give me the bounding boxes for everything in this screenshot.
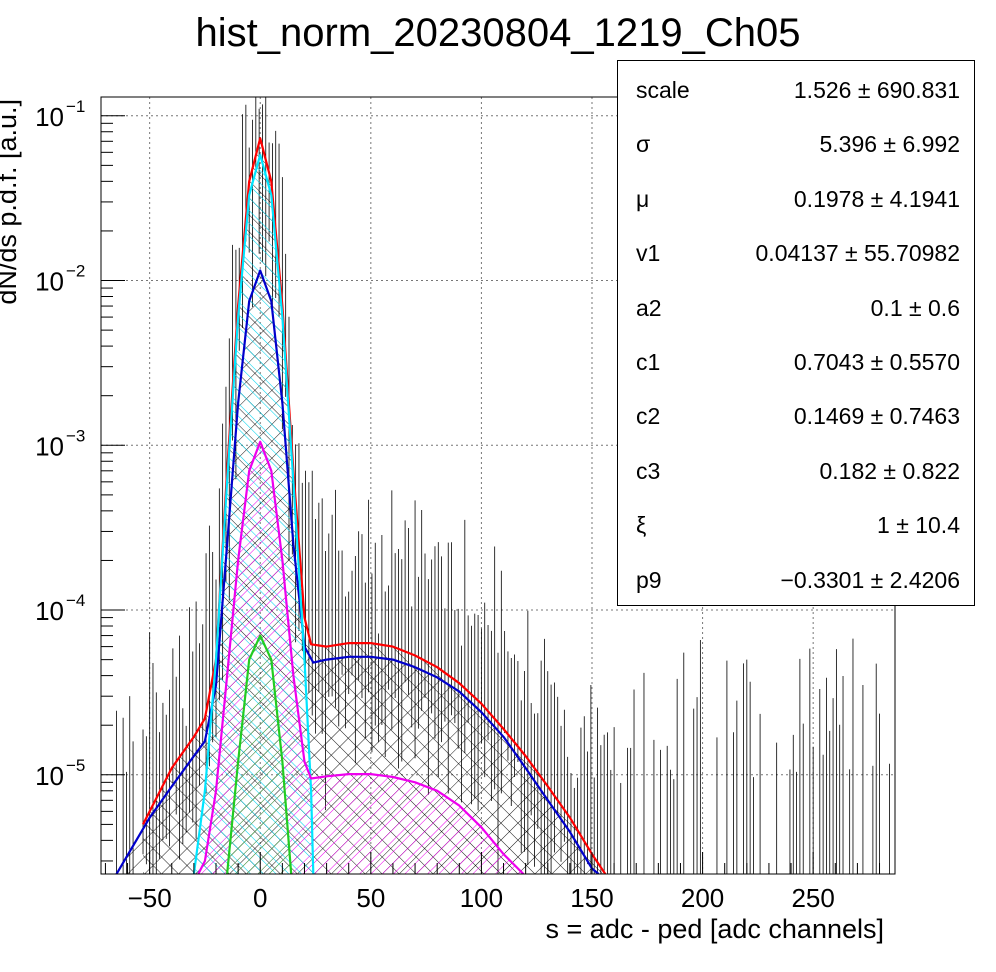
fit-curves: [115, 137, 607, 874]
y-tick-exponent: −3: [66, 426, 85, 445]
stats-row: c3 0.182 ± 0.822: [618, 444, 976, 498]
stats-row: c1 0.7043 ± 0.5570: [618, 335, 976, 389]
y-tick-labels: 10−110−210−310−410−5: [35, 97, 85, 791]
fit-stats-box: scale 1.526 ± 690.831 σ 5.396 ± 6.992 μ 0.197…: [617, 60, 975, 606]
stats-param-name: c3: [636, 457, 661, 484]
y-tick-label: 10: [35, 102, 64, 132]
stats-param-value: 0.04137 ± 55.70982: [755, 240, 960, 267]
y-tick-exponent: −5: [66, 756, 85, 775]
y-tick-exponent: −4: [66, 591, 85, 610]
x-tick-label: 200: [681, 883, 724, 913]
stats-param-value: −0.3301 ± 2.4206: [780, 566, 960, 593]
stats-param-name: a2: [636, 294, 662, 321]
y-tick-exponent: −2: [66, 262, 85, 281]
stats-param-value: 0.1 ± 0.6: [870, 294, 960, 321]
stats-row: σ 5.396 ± 6.992: [618, 117, 976, 171]
x-tick-label: 50: [356, 883, 385, 913]
stats-param-name: scale: [636, 77, 690, 103]
stats-param-name: p9: [636, 566, 662, 593]
axis-ticks: [101, 115, 881, 874]
component-magenta-curve: [197, 440, 525, 874]
stats-param-value: 5.396 ± 6.992: [819, 131, 960, 158]
stats-param-value: 0.7043 ± 0.5570: [793, 349, 960, 375]
stats-row: v1 0.04137 ± 55.70982: [618, 226, 976, 280]
x-tick-label: 0: [253, 883, 267, 913]
y-tick-exponent: −1: [66, 97, 85, 116]
stats-param-name: v1: [636, 240, 661, 267]
stats-row: ξ 1 ± 10.4: [618, 498, 976, 552]
y-tick-label: 10: [35, 267, 64, 297]
x-tick-labels: −50 0 50 100 150 200 250: [128, 883, 835, 913]
stats-param-value: 0.1469 ± 0.7463: [793, 403, 960, 430]
stats-row: μ 0.1978 ± 4.1941: [618, 172, 976, 226]
x-axis-title: s = adc - ped [adc channels]: [546, 914, 884, 944]
stats-row: scale 1.526 ± 690.831: [618, 63, 976, 117]
x-tick-label: 250: [791, 883, 834, 913]
stats-param-name: c1: [636, 349, 661, 375]
stats-row: p9 −0.3301 ± 2.4206: [618, 553, 976, 607]
y-axis-title: dN/ds p.d.f. [a.u.]: [0, 99, 22, 305]
x-tick-label: 100: [460, 883, 503, 913]
stats-param-name: μ: [636, 185, 650, 212]
stats-row: a2 0.1 ± 0.6: [618, 281, 976, 335]
stats-param-value: 0.1978 ± 4.1941: [793, 185, 960, 212]
component-cyan-curve: [192, 153, 315, 874]
y-tick-label: 10: [35, 761, 64, 791]
stats-param-name: c2: [636, 403, 661, 430]
x-tick-label: −50: [128, 883, 172, 913]
stats-param-value: 1 ± 10.4: [877, 512, 960, 539]
stats-param-name: ξ: [636, 512, 647, 539]
y-tick-label: 10: [35, 431, 64, 461]
x-tick-label: 150: [570, 883, 613, 913]
stats-param-value: 1.526 ± 690.831: [793, 77, 960, 103]
stats-row: c2 0.1469 ± 0.7463: [618, 389, 976, 443]
y-tick-label: 10: [35, 596, 64, 626]
stats-param-value: 0.182 ± 0.822: [819, 457, 960, 484]
chart-title: hist_norm_20230804_1219_Ch05: [195, 11, 801, 55]
stats-param-name: σ: [636, 131, 651, 158]
component-green-area: [227, 635, 292, 874]
component-green-curve: [226, 634, 293, 874]
